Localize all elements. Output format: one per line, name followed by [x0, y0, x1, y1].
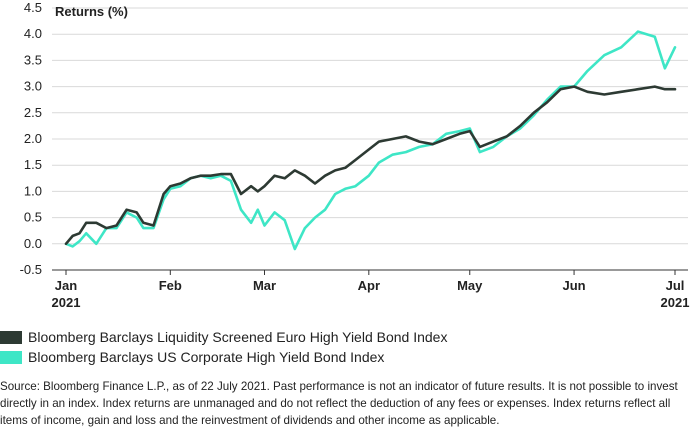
- y-tick-label: -0.5: [20, 262, 42, 277]
- y-tick-label: 2.0: [24, 131, 42, 146]
- x-tick-label: May: [457, 278, 483, 293]
- x-tick-label: Jul: [666, 278, 685, 293]
- source-footnote: Source: Bloomberg Finance L.P., as of 22…: [0, 380, 678, 427]
- legend: Bloomberg Barclays Liquidity Screened Eu…: [0, 327, 700, 367]
- x-tick-label: Mar: [253, 278, 276, 293]
- x-tick-label: Jan: [55, 278, 77, 293]
- legend-swatch-us-hy: [0, 350, 22, 364]
- x-tick-label: Feb: [159, 278, 182, 293]
- y-tick-label: 0.0: [24, 236, 42, 251]
- y-tick-label: 1.5: [24, 157, 42, 172]
- x-axis: Jan 2021 Feb Mar Apr May Jun Jul 2021: [52, 269, 690, 310]
- legend-label-euro-hy: Bloomberg Barclays Liquidity Screened Eu…: [28, 329, 448, 345]
- y-tick-label: 0.5: [24, 210, 42, 225]
- legend-item-euro-hy: Bloomberg Barclays Liquidity Screened Eu…: [0, 327, 700, 347]
- y-tick-label: 1.0: [24, 183, 42, 198]
- series-line-0: [64, 85, 677, 246]
- y-tick-label: 4.5: [24, 0, 42, 15]
- grid-lines: [52, 7, 688, 271]
- y-axis-title: Returns (%): [55, 4, 128, 19]
- x-tick-label: Jun: [562, 278, 585, 293]
- series-lines: [64, 30, 677, 251]
- x-tick-label: Apr: [358, 278, 380, 293]
- legend-item-us-hy: Bloomberg Barclays US Corporate High Yie…: [0, 347, 700, 367]
- returns-line-chart: 4.5 4.0 3.5 3.0 2.5 2.0 1.5 1.0 0.5 0.0 -0.5 Jan 20…: [20, 0, 690, 310]
- y-axis-ticks: 4.5 4.0 3.5 3.0 2.5 2.0 1.5 1.0 0.5 0.0 -0.5: [20, 0, 42, 277]
- x-tick-sublabel: 2021: [52, 295, 81, 310]
- series-line-1: [64, 30, 677, 251]
- x-tick-sublabel: 2021: [661, 295, 690, 310]
- y-tick-label: 4.0: [24, 26, 42, 41]
- y-tick-label: 2.5: [24, 105, 42, 120]
- legend-swatch-euro-hy: [0, 330, 22, 344]
- legend-label-us-hy: Bloomberg Barclays US Corporate High Yie…: [28, 349, 385, 365]
- y-tick-label: 3.5: [24, 52, 42, 67]
- y-tick-label: 3.0: [24, 79, 42, 94]
